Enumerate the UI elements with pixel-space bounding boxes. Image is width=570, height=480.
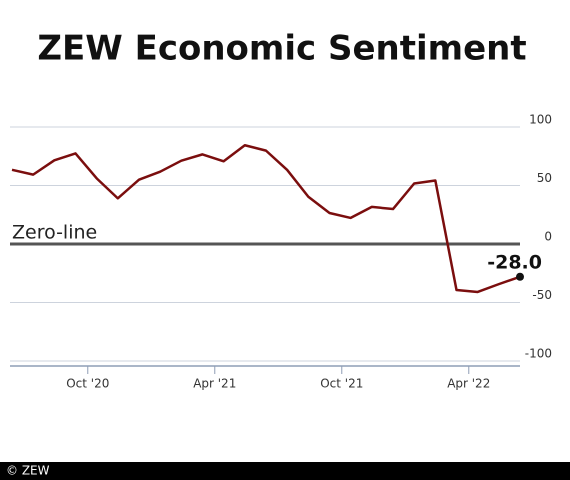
y-tick-label: 50 — [537, 171, 552, 185]
chart-title: ZEW Economic Sentiment — [37, 29, 526, 69]
y-tick-label: 0 — [544, 230, 552, 244]
end-point — [516, 272, 524, 281]
value-label: -28.0 — [487, 251, 542, 273]
x-tick-label: Apr '21 — [193, 377, 236, 391]
zero-line-label: Zero-line — [12, 222, 97, 244]
footer-bar — [0, 462, 570, 480]
x-tick-label: Oct '21 — [320, 377, 363, 391]
x-tick-label: Oct '20 — [66, 377, 109, 391]
y-tick-label: 100 — [529, 113, 552, 127]
x-tick-label: Apr '22 — [447, 377, 490, 391]
y-tick-label: -100 — [525, 347, 552, 361]
y-tick-label: -50 — [532, 288, 552, 302]
credit: © ZEW — [6, 464, 50, 478]
line — [11, 144, 521, 294]
